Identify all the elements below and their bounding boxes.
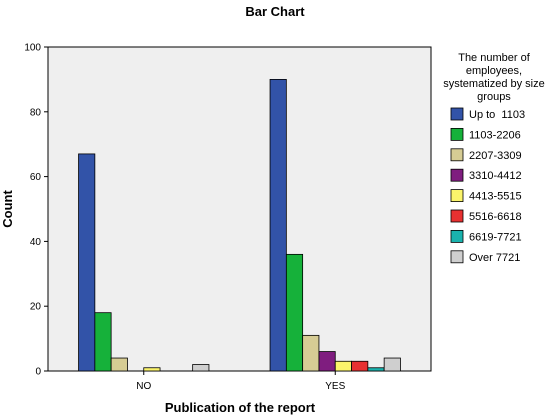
legend-swatch [450, 107, 464, 121]
bar-yes-series-2 [285, 253, 304, 372]
legend-title-line: systematized by size [443, 78, 544, 90]
bar-no-series-3 [110, 357, 128, 372]
y-tick-label: 20 [30, 302, 42, 313]
bar-yes-series-1 [269, 79, 287, 372]
legend-items: Up to 1103 1103-2206 2207-3309 3310-4412 441… [450, 107, 525, 264]
chart-title: Bar Chart [245, 4, 305, 19]
legend-label: 3310-4412 [469, 170, 522, 182]
x-axis-title: Publication of the report [165, 400, 316, 415]
y-tick-label: 60 [30, 172, 42, 183]
legend-swatch [450, 229, 464, 243]
legend-label: Over 7721 [469, 252, 520, 264]
legend-label: 6619-7721 [469, 231, 522, 243]
bar-yes-series-5 [334, 360, 352, 372]
legend-label: 2207-3309 [469, 150, 522, 162]
legend-label: 4413-5515 [469, 191, 522, 203]
legend-label: Up to 1103 [469, 109, 525, 121]
bar-no-series-5 [143, 367, 161, 372]
bar-no-series-1 [78, 153, 96, 372]
bar-yes-series-8 [383, 357, 401, 372]
y-axis-title: Count [0, 190, 15, 228]
y-tick-label: 80 [30, 107, 42, 118]
bar-no-series-8 [192, 364, 210, 372]
x-tick-label: YES [325, 381, 345, 392]
bar-yes-series-7 [367, 367, 385, 372]
legend-swatch [450, 209, 464, 223]
bar-yes-series-3 [302, 334, 320, 372]
legend-swatch [450, 127, 464, 141]
legend-title-line: groups [477, 91, 511, 103]
bar-no-series-2 [94, 312, 112, 372]
y-tick-label: 100 [24, 43, 41, 54]
y-axis: 0 20 40 60 80 100 [24, 43, 48, 378]
legend-swatch [450, 189, 464, 203]
legend-swatch [450, 168, 464, 182]
legend-swatch [450, 250, 464, 264]
bar-yes-series-6 [351, 360, 369, 372]
bar-yes-series-4 [318, 351, 336, 372]
x-axis: NO YES [136, 371, 346, 392]
legend-label: 1103-2206 [469, 129, 521, 141]
x-tick-label: NO [136, 381, 151, 392]
legend-swatch [450, 148, 464, 162]
legend-label: 5516-6618 [469, 211, 522, 223]
plot-area [47, 46, 432, 372]
legend-title-line: employees, [466, 65, 522, 77]
y-tick-label: 0 [35, 367, 41, 378]
bars-group [78, 79, 401, 372]
y-tick-label: 40 [30, 237, 42, 248]
legend-title-line: The number of [458, 52, 530, 64]
